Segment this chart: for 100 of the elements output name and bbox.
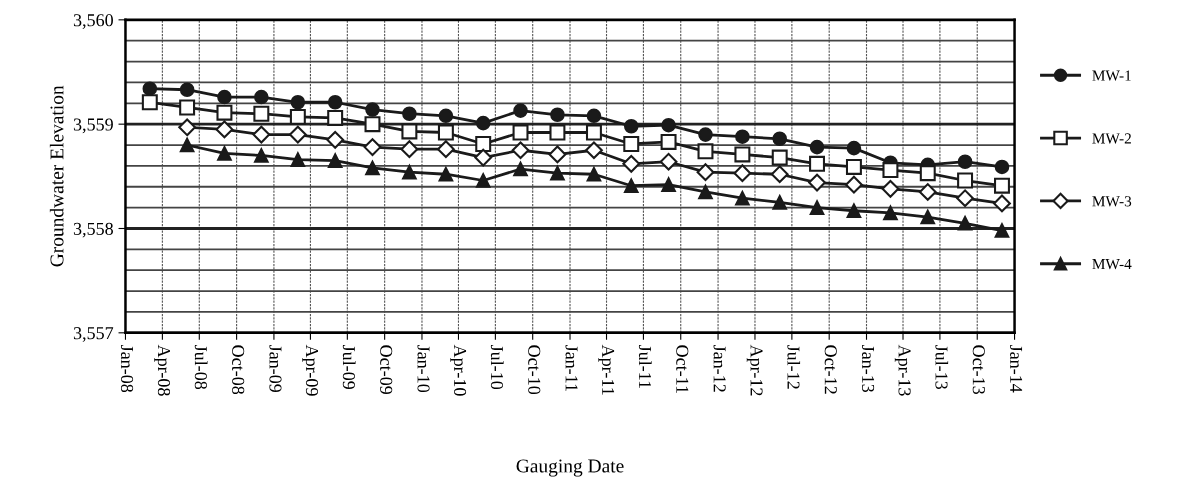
- point: [513, 103, 528, 118]
- x-tick-label: Apr-11: [598, 344, 615, 395]
- y-tick-label: 3,558: [73, 222, 113, 238]
- x-tick-label: Oct-10: [528, 345, 541, 395]
- point: [809, 155, 826, 172]
- point: [697, 143, 714, 160]
- point: [438, 166, 454, 182]
- point: [290, 152, 306, 167]
- point: [179, 137, 195, 153]
- point: [288, 125, 307, 144]
- y-axis-title: Groundwater Elevation: [49, 85, 64, 267]
- y-tick-label: 3,559: [73, 118, 113, 134]
- point: [919, 165, 936, 182]
- point: [622, 154, 641, 173]
- x-tick-label: Apr-10: [450, 344, 467, 396]
- point: [659, 152, 678, 171]
- x-axis-title: Gauging Date: [516, 459, 624, 477]
- x-tick-label: Oct-09: [380, 345, 393, 395]
- point: [217, 146, 232, 161]
- x-tick-label: Jan-08: [120, 345, 134, 393]
- point: [550, 165, 565, 181]
- point: [363, 138, 382, 157]
- point: [772, 131, 787, 147]
- point: [585, 141, 603, 160]
- point: [735, 190, 750, 206]
- point: [918, 183, 937, 201]
- point: [402, 164, 417, 180]
- x-tick-label: Jul-13: [935, 345, 949, 390]
- point: [957, 154, 973, 170]
- point: [881, 179, 900, 198]
- point: [845, 175, 863, 194]
- point: [698, 184, 713, 200]
- point: [179, 82, 195, 98]
- legend-label: MW-4: [1092, 259, 1132, 270]
- point: [920, 209, 936, 225]
- point: [400, 140, 419, 159]
- point: [475, 136, 492, 152]
- x-tick-label: Oct-08: [232, 345, 245, 395]
- point: [327, 94, 343, 110]
- x-tick-label: Jan-14: [1010, 345, 1023, 393]
- x-tick-label: Jul-08: [194, 345, 208, 390]
- point: [771, 149, 788, 166]
- point: [770, 165, 789, 184]
- x-tick-label: Jan-09: [269, 345, 282, 393]
- point: [327, 153, 343, 168]
- point: [550, 107, 565, 123]
- point: [511, 141, 530, 160]
- x-tick-label: Jul-11: [638, 345, 652, 388]
- point: [289, 108, 306, 125]
- point: [956, 189, 974, 208]
- x-tick-label: Jan-11: [565, 345, 578, 391]
- point: [733, 164, 752, 183]
- point: [696, 163, 715, 182]
- point: [475, 115, 491, 131]
- point: [772, 195, 787, 210]
- point: [365, 160, 380, 176]
- point: [586, 108, 602, 124]
- point: [661, 117, 676, 133]
- point: [623, 136, 640, 152]
- point: [548, 145, 567, 164]
- x-tick-label: Jul-12: [787, 345, 801, 389]
- point: [994, 159, 1010, 175]
- x-tick-label: Jan-13: [861, 345, 875, 393]
- y-tick-label: 3,560: [73, 14, 113, 29]
- x-tick-label: Jan-10: [417, 345, 430, 393]
- point: [253, 105, 270, 122]
- point: [254, 89, 269, 105]
- x-tick-label: Apr-12: [746, 344, 763, 396]
- point: [549, 124, 566, 141]
- point: [698, 127, 713, 142]
- point: [809, 139, 825, 155]
- point: [216, 104, 233, 121]
- y-tick-label: 3,557: [73, 327, 114, 342]
- point: [585, 124, 602, 141]
- x-tick-label: Apr-09: [302, 344, 319, 396]
- x-tick-label: Oct-12: [824, 345, 837, 394]
- point: [475, 173, 491, 188]
- point: [401, 123, 418, 140]
- point: [845, 158, 862, 175]
- x-tick-label: Jul-09: [342, 345, 356, 390]
- point: [217, 89, 232, 105]
- point: [882, 162, 899, 179]
- point: [141, 94, 158, 111]
- point: [661, 177, 676, 192]
- point: [623, 178, 639, 194]
- x-tick-label: Jan-12: [713, 345, 726, 392]
- point: [215, 120, 234, 139]
- x-tick-label: Jul-10: [490, 345, 504, 390]
- point: [846, 203, 862, 219]
- point: [660, 133, 677, 150]
- point: [623, 118, 639, 134]
- point: [957, 172, 974, 189]
- point: [438, 108, 454, 124]
- point: [474, 148, 493, 167]
- point: [846, 140, 862, 156]
- point: [994, 177, 1010, 194]
- x-tick-label: Oct-13: [972, 345, 985, 395]
- point: [993, 194, 1011, 213]
- legend-label: MW-2: [1092, 133, 1131, 144]
- point: [994, 223, 1010, 238]
